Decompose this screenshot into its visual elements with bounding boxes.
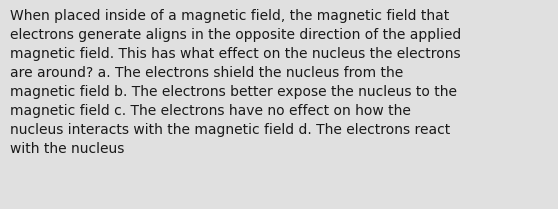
Text: When placed inside of a magnetic field, the magnetic field that
electrons genera: When placed inside of a magnetic field, … (10, 9, 461, 156)
